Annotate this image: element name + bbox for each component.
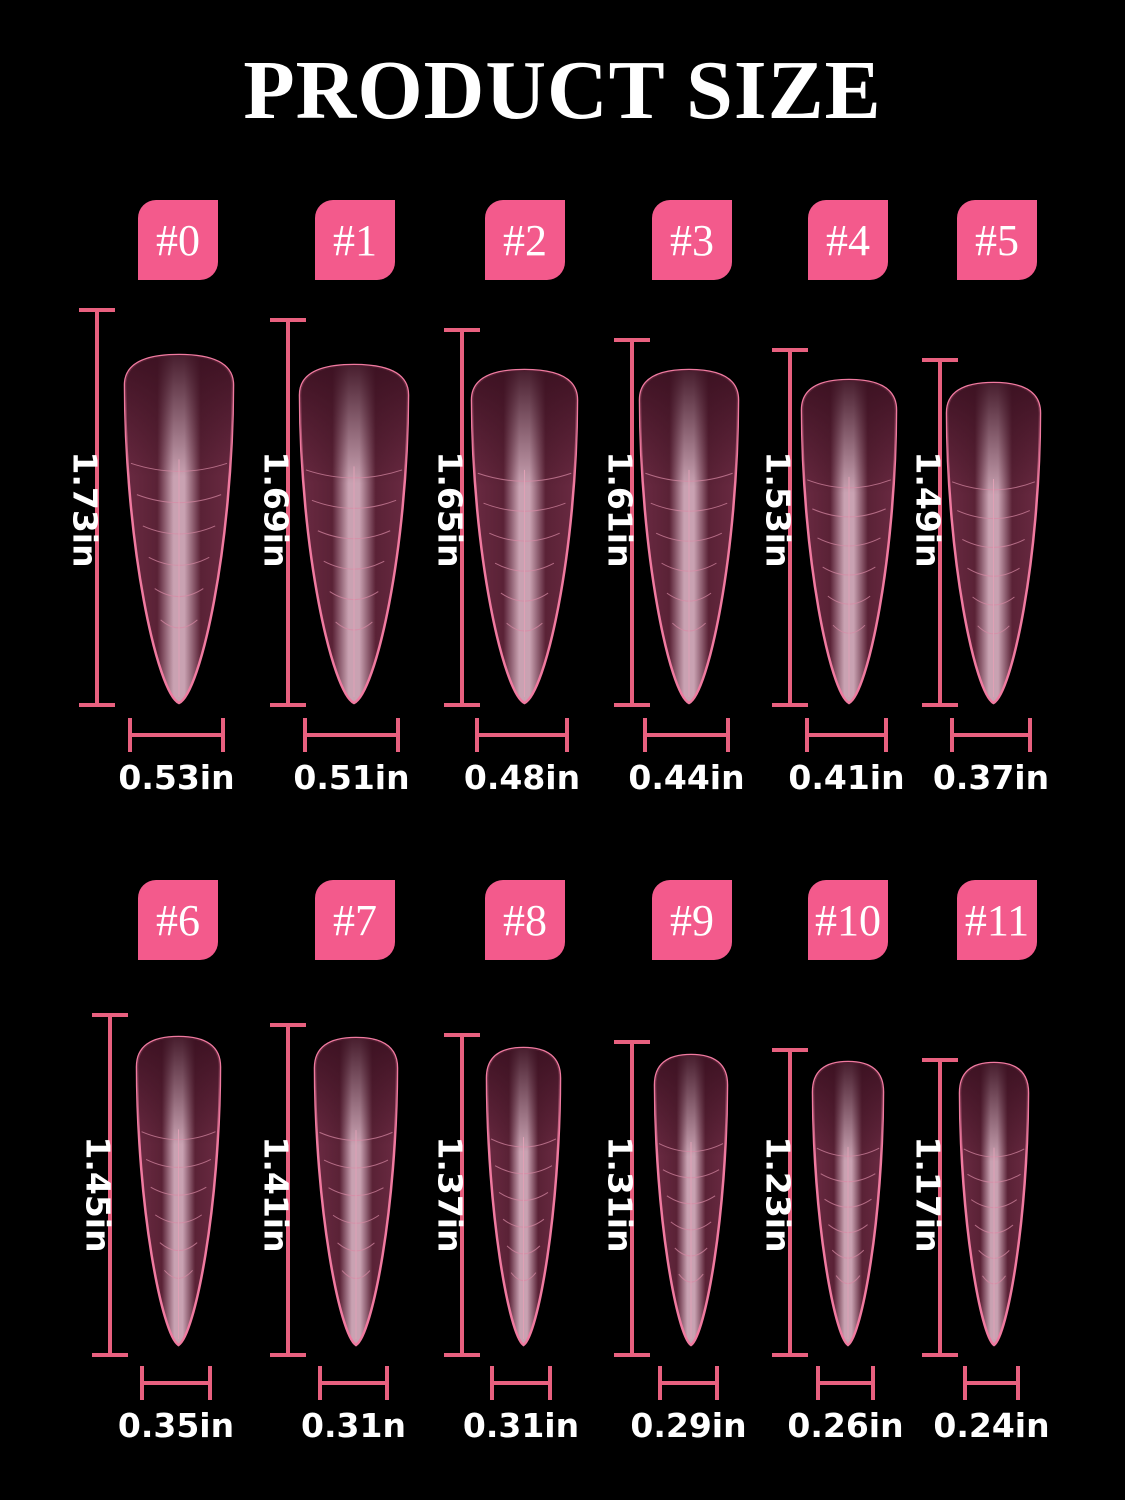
width-label: 0.31in	[462, 1406, 580, 1445]
size-badge: #1	[315, 200, 395, 280]
size-badge: #11	[957, 880, 1037, 960]
width-label: 0.31n	[301, 1406, 406, 1445]
width-label: 0.53in	[118, 758, 235, 797]
length-label: 1.73in	[65, 451, 105, 568]
length-label: 1.31in	[600, 1136, 640, 1253]
width-label: 0.29in	[630, 1406, 747, 1445]
size-badge: #2	[485, 200, 565, 280]
size-badge: #10	[808, 880, 888, 960]
length-label: 1.49in	[908, 451, 948, 568]
page-title: PRODUCT SIZE	[243, 44, 882, 137]
size-badge: #7	[315, 880, 395, 960]
length-label: 1.41in	[256, 1136, 296, 1253]
length-label: 1.17in	[908, 1136, 948, 1253]
length-label: 1.61in	[600, 451, 640, 568]
width-label: 0.24in	[933, 1406, 1050, 1445]
length-label: 1.37in	[430, 1136, 470, 1253]
length-label: 1.23in	[758, 1136, 798, 1253]
size-badge: #9	[652, 880, 732, 960]
size-badge: #8	[485, 880, 565, 960]
width-label: 0.51in	[293, 758, 410, 797]
size-badge: #5	[957, 200, 1037, 280]
size-badge: #3	[652, 200, 732, 280]
size-badge: #6	[138, 880, 218, 960]
width-label: 0.37in	[932, 758, 1050, 797]
length-label: 1.53in	[758, 451, 798, 568]
width-label: 0.48in	[463, 758, 581, 797]
width-label: 0.44in	[628, 758, 745, 797]
length-label: 1.69in	[256, 451, 296, 568]
size-badge: #0	[138, 200, 218, 280]
width-label: 0.26in	[787, 1406, 904, 1445]
length-label: 1.65in	[430, 451, 470, 568]
size-badge: #4	[808, 200, 888, 280]
width-label: 0.41in	[788, 758, 905, 797]
width-label: 0.35in	[117, 1406, 235, 1445]
length-label: 1.45in	[78, 1136, 118, 1253]
